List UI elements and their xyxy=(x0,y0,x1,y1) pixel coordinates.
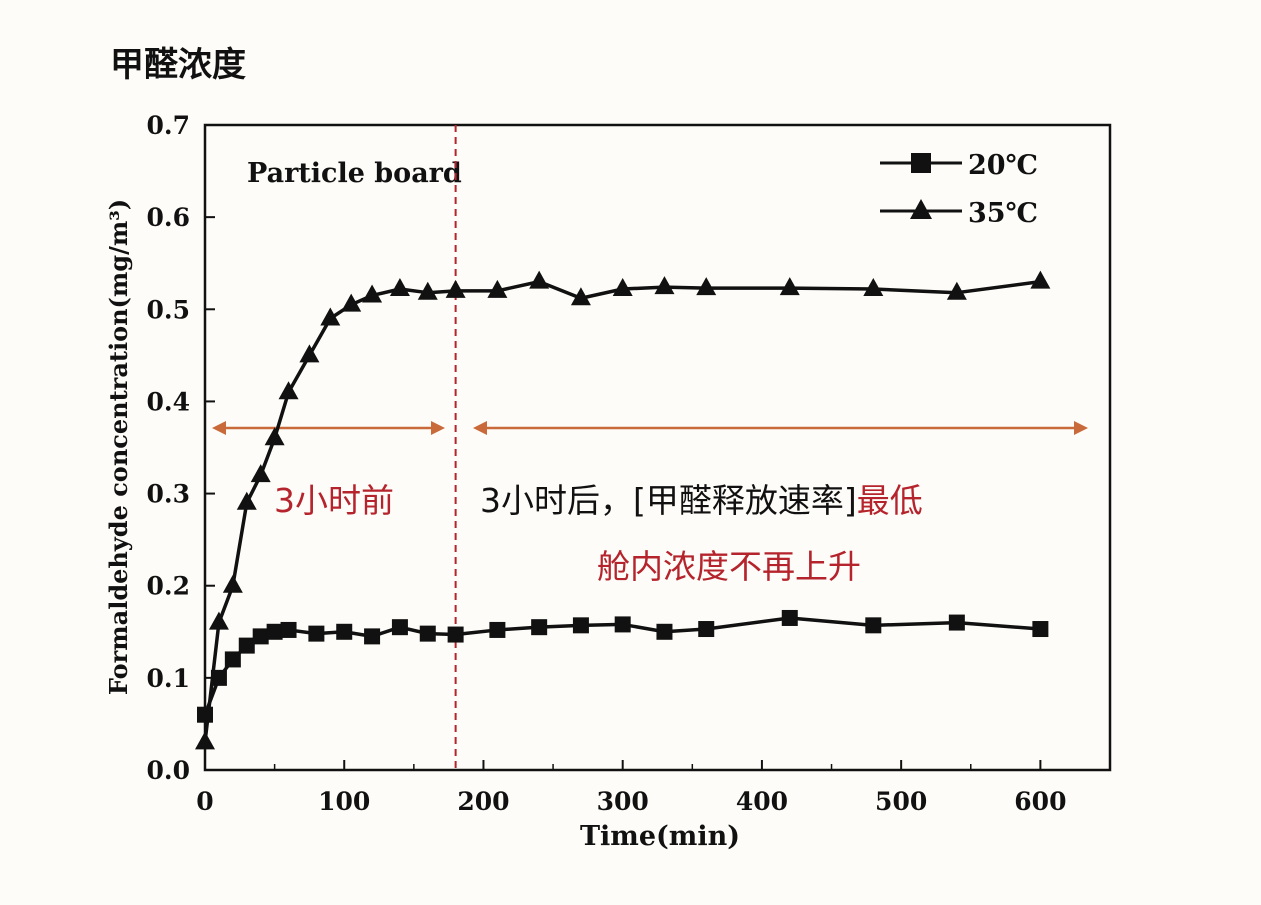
legend: 20℃ 35℃ xyxy=(880,150,1038,229)
time-range-arrows xyxy=(212,421,1088,435)
header-title: 甲醛浓度 xyxy=(110,45,246,85)
x-tick-label: 400 xyxy=(736,787,788,816)
data-point xyxy=(222,574,243,593)
annotation-after: 3小时后，[甲醛释放速率]最低 xyxy=(480,481,923,520)
data-point xyxy=(417,281,438,300)
axis-tick-labels: 0 100 200 300 400 500 600 0.0 0.1 0.2 0.3 0.4 0.5 0.6… xyxy=(147,111,1067,816)
data-point xyxy=(654,276,675,295)
x-tick-label: 100 xyxy=(318,787,370,816)
axis-ticks xyxy=(204,124,1042,771)
data-point xyxy=(696,277,717,296)
panel-label: Particle board xyxy=(247,158,462,189)
x-tick-label: 200 xyxy=(457,787,509,816)
plot-frame xyxy=(203,123,1112,772)
data-point xyxy=(208,611,229,630)
data-point xyxy=(252,628,269,645)
data-point xyxy=(278,381,299,400)
triangle-marker-icon xyxy=(910,199,932,219)
data-point xyxy=(1032,621,1049,638)
annotation-after-part2: 最低 xyxy=(857,481,923,520)
y-tick-label: 0.1 xyxy=(147,664,191,693)
data-point xyxy=(612,278,633,297)
data-point xyxy=(266,623,283,640)
data-point xyxy=(195,731,215,750)
data-point xyxy=(419,625,436,642)
legend-item-20c: 20℃ xyxy=(880,150,1038,181)
data-point xyxy=(224,651,241,668)
data-point xyxy=(781,609,798,626)
y-tick-label: 0.5 xyxy=(147,295,191,324)
y-tick-label: 0.0 xyxy=(147,756,191,785)
arrow-left-icon xyxy=(473,421,487,435)
data-point xyxy=(656,623,673,640)
legend-label-20c: 20℃ xyxy=(968,150,1038,181)
series-layer xyxy=(195,270,1051,750)
y-tick-label: 0.4 xyxy=(147,387,191,416)
y-tick-label: 0.7 xyxy=(147,111,191,140)
y-tick-label: 0.2 xyxy=(147,572,191,601)
data-point xyxy=(863,278,884,297)
data-point xyxy=(238,637,255,654)
data-point xyxy=(572,617,589,634)
data-point xyxy=(529,270,550,289)
data-point xyxy=(447,626,464,643)
square-marker-icon xyxy=(911,153,931,173)
data-point xyxy=(336,623,353,640)
data-point xyxy=(570,287,591,306)
data-point xyxy=(280,621,297,638)
legend-item-35c: 35℃ xyxy=(880,198,1038,229)
arrow-right-icon xyxy=(431,421,445,435)
data-point xyxy=(389,278,410,297)
data-point xyxy=(1030,270,1051,289)
legend-label-35c: 35℃ xyxy=(968,198,1038,229)
x-tick-label: 0 xyxy=(196,787,213,816)
y-axis-label: Formaldehyde concentration(mg/m³) xyxy=(104,199,133,695)
x-tick-label: 300 xyxy=(597,787,649,816)
data-point xyxy=(299,344,320,363)
data-point xyxy=(946,281,967,300)
arrow-left-icon xyxy=(212,421,226,435)
x-tick-label: 500 xyxy=(875,787,927,816)
x-tick-label: 600 xyxy=(1014,787,1066,816)
data-point xyxy=(531,619,548,636)
data-point xyxy=(250,464,271,483)
data-point xyxy=(489,621,506,638)
data-point xyxy=(614,616,631,633)
data-point xyxy=(210,669,227,686)
y-tick-label: 0.6 xyxy=(147,203,191,232)
data-point xyxy=(364,628,381,645)
data-point xyxy=(264,427,285,446)
series-line xyxy=(203,616,1041,716)
arrow-right-icon xyxy=(1074,421,1088,435)
annotation-before: 3小时前 xyxy=(274,481,394,520)
data-point xyxy=(308,625,325,642)
data-point xyxy=(445,279,466,298)
data-point xyxy=(779,277,800,296)
series-35c xyxy=(195,270,1051,750)
data-point xyxy=(236,491,257,510)
data-point xyxy=(341,293,362,312)
data-point xyxy=(698,621,715,638)
data-point xyxy=(362,284,383,303)
annotation-after-part1: 3小时后，[甲醛释放速率] xyxy=(480,481,857,520)
data-point xyxy=(865,617,882,634)
annotation-after-line2: 舱内浓度不再上升 xyxy=(597,547,861,586)
data-point xyxy=(948,614,965,631)
data-point xyxy=(391,619,408,636)
data-point xyxy=(487,279,508,298)
data-point xyxy=(320,307,341,326)
y-tick-label: 0.3 xyxy=(147,480,191,509)
x-axis-label: Time(min) xyxy=(580,821,740,852)
series-20c xyxy=(197,609,1049,723)
